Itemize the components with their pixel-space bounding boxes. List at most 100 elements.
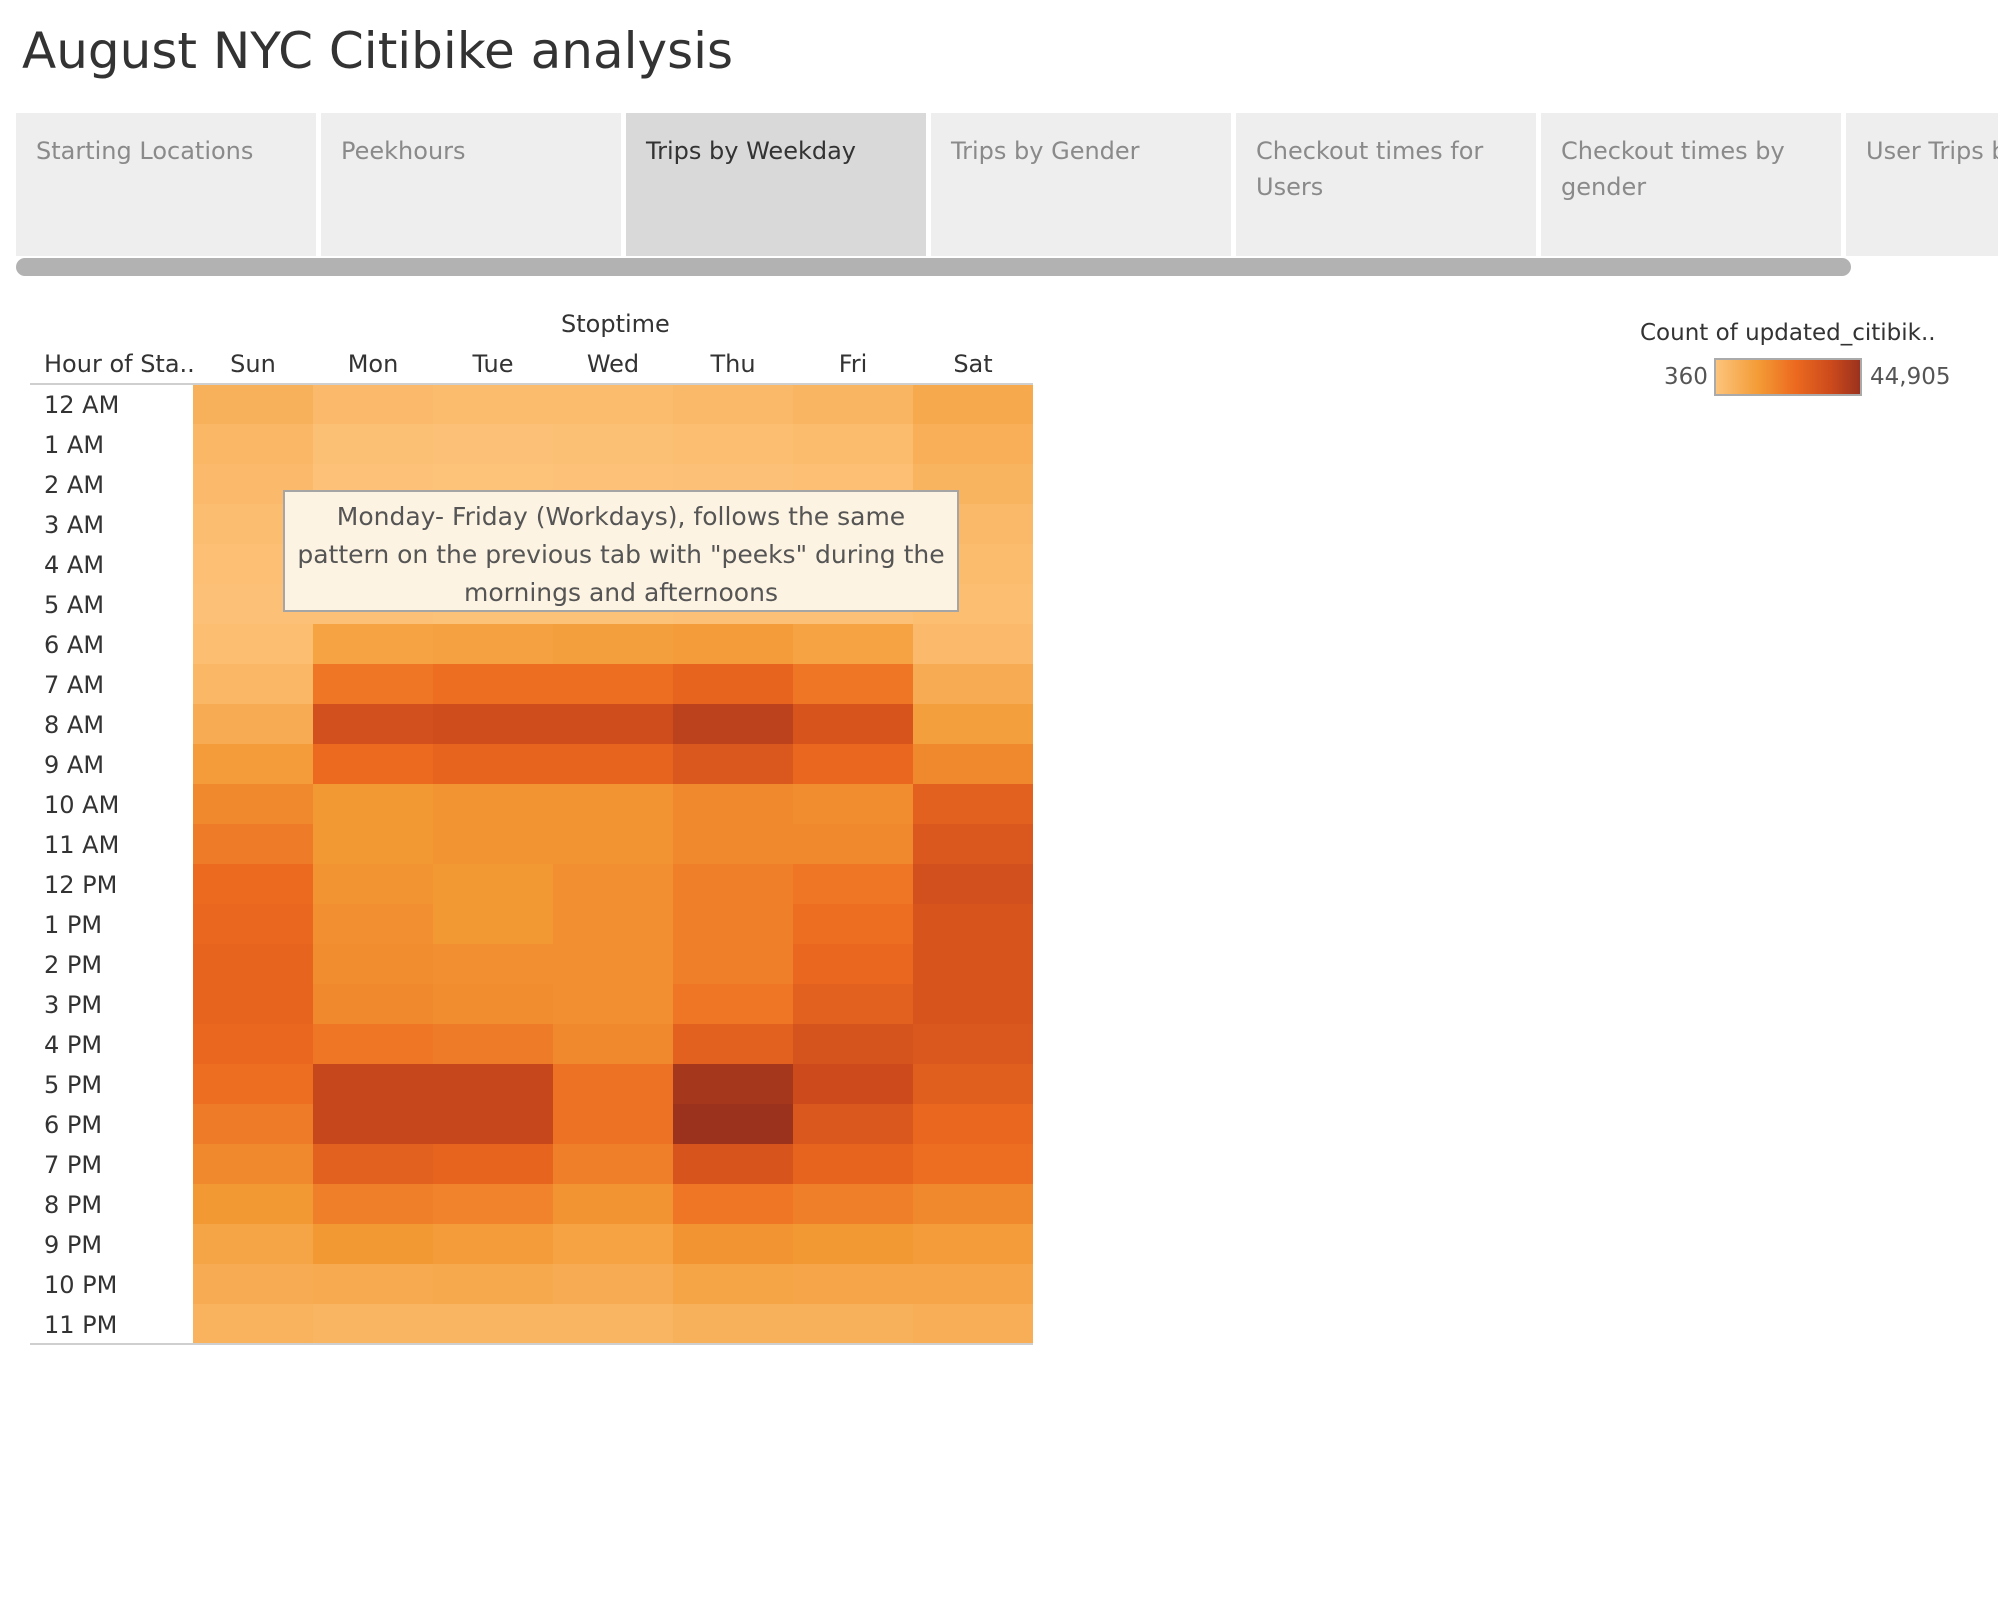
heatmap-cell[interactable] — [793, 1064, 913, 1104]
heatmap-cell[interactable] — [193, 1304, 313, 1344]
heatmap-cell[interactable] — [193, 424, 313, 464]
heatmap-cell[interactable] — [433, 864, 553, 904]
heatmap-cell[interactable] — [433, 1024, 553, 1064]
heatmap-cell[interactable] — [313, 1064, 433, 1104]
heatmap-cell[interactable] — [793, 1264, 913, 1304]
heatmap-cell[interactable] — [793, 384, 913, 424]
heatmap-cell[interactable] — [793, 744, 913, 784]
heatmap-cell[interactable] — [913, 904, 1033, 944]
heatmap-cell[interactable] — [793, 664, 913, 704]
heatmap-cell[interactable] — [553, 1224, 673, 1264]
heatmap-cell[interactable] — [193, 1224, 313, 1264]
heatmap-cell[interactable] — [433, 1224, 553, 1264]
heatmap-cell[interactable] — [553, 1264, 673, 1304]
heatmap-cell[interactable] — [553, 824, 673, 864]
heatmap-cell[interactable] — [193, 1064, 313, 1104]
heatmap-cell[interactable] — [553, 904, 673, 944]
heatmap-cell[interactable] — [913, 1104, 1033, 1144]
heatmap-cell[interactable] — [673, 624, 793, 664]
heatmap-cell[interactable] — [433, 1144, 553, 1184]
heatmap-cell[interactable] — [673, 384, 793, 424]
heatmap-cell[interactable] — [553, 1184, 673, 1224]
heatmap-cell[interactable] — [193, 1184, 313, 1224]
heatmap-cell[interactable] — [913, 664, 1033, 704]
heatmap-cell[interactable] — [673, 1304, 793, 1344]
heatmap-cell[interactable] — [313, 624, 433, 664]
heatmap-cell[interactable] — [313, 384, 433, 424]
heatmap-cell[interactable] — [793, 824, 913, 864]
heatmap-cell[interactable] — [553, 664, 673, 704]
heatmap-cell[interactable] — [313, 704, 433, 744]
heatmap-cell[interactable] — [193, 784, 313, 824]
heatmap-cell[interactable] — [313, 424, 433, 464]
heatmap-cell[interactable] — [553, 384, 673, 424]
heatmap-cell[interactable] — [793, 624, 913, 664]
heatmap-cell[interactable] — [793, 424, 913, 464]
heatmap-cell[interactable] — [193, 664, 313, 704]
heatmap-cell[interactable] — [793, 1304, 913, 1344]
heatmap-cell[interactable] — [193, 1024, 313, 1064]
heatmap-cell[interactable] — [793, 1024, 913, 1064]
heatmap-cell[interactable] — [913, 784, 1033, 824]
heatmap-cell[interactable] — [673, 1144, 793, 1184]
heatmap-cell[interactable] — [673, 904, 793, 944]
tab-checkout-times-by-gender[interactable]: Checkout times by gender — [1541, 113, 1841, 256]
heatmap-cell[interactable] — [313, 1144, 433, 1184]
heatmap-cell[interactable] — [673, 1224, 793, 1264]
heatmap-cell[interactable] — [793, 784, 913, 824]
heatmap-cell[interactable] — [673, 1104, 793, 1144]
heatmap-cell[interactable] — [673, 1184, 793, 1224]
heatmap-cell[interactable] — [193, 864, 313, 904]
heatmap-cell[interactable] — [193, 744, 313, 784]
heatmap-cell[interactable] — [913, 984, 1033, 1024]
heatmap-cell[interactable] — [673, 1264, 793, 1304]
heatmap-cell[interactable] — [313, 904, 433, 944]
heatmap-cell[interactable] — [313, 1024, 433, 1064]
heatmap-cell[interactable] — [673, 744, 793, 784]
heatmap-cell[interactable] — [553, 1144, 673, 1184]
heatmap-cell[interactable] — [433, 904, 553, 944]
heatmap-cell[interactable] — [193, 944, 313, 984]
heatmap-cell[interactable] — [313, 1184, 433, 1224]
heatmap-cell[interactable] — [673, 704, 793, 744]
heatmap-cell[interactable] — [913, 424, 1033, 464]
heatmap-cell[interactable] — [433, 1064, 553, 1104]
heatmap-cell[interactable] — [433, 784, 553, 824]
heatmap-cell[interactable] — [313, 944, 433, 984]
heatmap-cell[interactable] — [193, 1144, 313, 1184]
heatmap-cell[interactable] — [913, 1064, 1033, 1104]
heatmap-cell[interactable] — [193, 1264, 313, 1304]
heatmap-cell[interactable] — [313, 664, 433, 704]
heatmap-cell[interactable] — [673, 664, 793, 704]
heatmap-cell[interactable] — [913, 624, 1033, 664]
tab-trips-by-gender[interactable]: Trips by Gender — [931, 113, 1231, 256]
heatmap-cell[interactable] — [433, 704, 553, 744]
tab-scrollbar[interactable] — [16, 258, 1851, 276]
heatmap-cell[interactable] — [433, 624, 553, 664]
heatmap-cell[interactable] — [433, 984, 553, 1024]
heatmap-cell[interactable] — [793, 984, 913, 1024]
heatmap-cell[interactable] — [793, 904, 913, 944]
tab-starting-locations[interactable]: Starting Locations — [16, 113, 316, 256]
heatmap-cell[interactable] — [193, 984, 313, 1024]
heatmap-cell[interactable] — [433, 1184, 553, 1224]
heatmap-cell[interactable] — [793, 1144, 913, 1184]
heatmap-cell[interactable] — [313, 744, 433, 784]
heatmap-cell[interactable] — [313, 1264, 433, 1304]
tab-user-trips-by-gender[interactable]: User Trips by Gende.. — [1846, 113, 1998, 256]
heatmap-cell[interactable] — [193, 624, 313, 664]
heatmap-cell[interactable] — [913, 1304, 1033, 1344]
heatmap-cell[interactable] — [313, 984, 433, 1024]
heatmap-cell[interactable] — [433, 944, 553, 984]
heatmap-cell[interactable] — [793, 1224, 913, 1264]
heatmap-cell[interactable] — [553, 984, 673, 1024]
heatmap-cell[interactable] — [313, 1224, 433, 1264]
heatmap-cell[interactable] — [313, 824, 433, 864]
heatmap-cell[interactable] — [913, 824, 1033, 864]
heatmap-cell[interactable] — [553, 864, 673, 904]
heatmap-cell[interactable] — [193, 384, 313, 424]
heatmap-cell[interactable] — [913, 744, 1033, 784]
heatmap-cell[interactable] — [673, 944, 793, 984]
heatmap-cell[interactable] — [433, 1304, 553, 1344]
heatmap-cell[interactable] — [793, 864, 913, 904]
